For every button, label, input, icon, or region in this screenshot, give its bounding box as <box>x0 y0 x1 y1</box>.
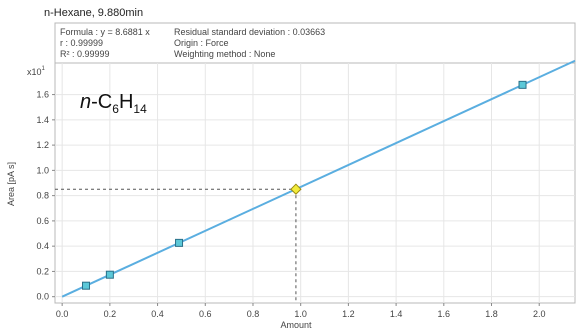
y-ticks: 0.0 0.2 0.4 0.6 0.8 1.0 1.2 1.4 1.6 <box>36 90 55 302</box>
x-tick-label: 0.0 <box>56 309 69 319</box>
x-tick-label: 2.0 <box>533 309 546 319</box>
x-tick-label: 1.0 <box>294 309 307 319</box>
compound-c: C <box>98 91 112 113</box>
calibration-point-4 <box>518 80 527 89</box>
y-multiplier-exp: 1 <box>42 66 46 72</box>
plot-frame <box>54 62 576 304</box>
x-tick-label: 1.8 <box>485 309 498 319</box>
weighting-text: Weighting method : None <box>174 49 275 59</box>
grid <box>55 63 575 303</box>
info-box <box>54 22 576 64</box>
fit-line <box>61 59 576 298</box>
x-tick-label: 0.4 <box>151 309 164 319</box>
origin-text: Origin : Force <box>174 38 229 48</box>
y-tick-label: 0.0 <box>36 292 49 302</box>
x-tick-label: 0.8 <box>247 309 260 319</box>
compound-h: H <box>119 91 133 113</box>
compound-sep: - <box>91 91 98 113</box>
calibration-point-1 <box>82 281 91 290</box>
x-tick-label: 1.6 <box>438 309 451 319</box>
compound-c-sub: 6 <box>112 102 119 116</box>
y-tick-label: 0.4 <box>36 241 49 251</box>
formula-text: Formula : y = 8.6881 x <box>60 27 150 37</box>
y-tick-label: 0.6 <box>36 216 49 226</box>
compound-label: n-C6H14 <box>80 91 147 116</box>
y-tick-label: 0.8 <box>36 191 49 201</box>
calibration-point-2 <box>105 270 114 279</box>
x-tick-label: 0.6 <box>199 309 212 319</box>
y-multiplier: x101 <box>27 66 46 77</box>
compound-h-sub: 14 <box>133 102 147 116</box>
compound-prefix: n <box>80 91 91 113</box>
y-tick-label: 0.2 <box>36 266 49 276</box>
y-tick-label: 1.6 <box>36 90 49 100</box>
x-tick-label: 1.4 <box>390 309 403 319</box>
chart-title: n-Hexane, 9.880min <box>44 7 143 19</box>
y-tick-label: 1.0 <box>36 165 49 175</box>
y-multiplier-base: x10 <box>27 67 42 77</box>
y-tick-label: 1.2 <box>36 140 49 150</box>
residual-text: Residual standard deviation : 0.03663 <box>174 27 325 37</box>
y-axis-label: Area [pA s] <box>6 162 16 206</box>
x-tick-label: 0.2 <box>104 309 117 319</box>
r2-text: R² : 0.99999 <box>60 49 110 59</box>
y-tick-label: 1.4 <box>36 115 49 125</box>
x-tick-label: 1.2 <box>342 309 355 319</box>
x-ticks: 0.0 0.2 0.4 0.6 0.8 1.0 1.2 1.4 1.6 1.8 2.0 <box>56 303 546 319</box>
r-text: r : 0.99999 <box>60 38 103 48</box>
unknown-sample-marker <box>290 183 302 195</box>
x-axis-label: Amount <box>280 320 312 330</box>
calibration-point-3 <box>175 238 184 247</box>
calibration-points <box>82 80 527 290</box>
